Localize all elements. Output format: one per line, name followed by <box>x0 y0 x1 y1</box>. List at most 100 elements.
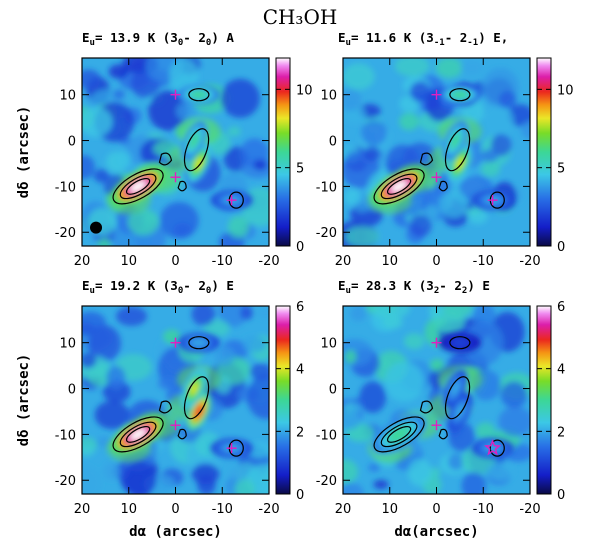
noise-patch <box>88 324 121 362</box>
noise-patch <box>394 58 430 77</box>
noise-patch <box>344 226 380 246</box>
noise-patch <box>473 306 496 328</box>
noise-patch <box>214 346 235 366</box>
noise-patch <box>370 306 411 320</box>
colorbar-tick-label: 5 <box>557 162 565 177</box>
x-tick-label: 20 <box>74 502 91 517</box>
colorbar-tick-label: 6 <box>296 300 304 315</box>
noise-patch <box>438 190 469 218</box>
x-tick-label: 10 <box>381 502 398 517</box>
y-tick-label: 0 <box>68 383 76 398</box>
colorbar-tick-label: 2 <box>557 425 565 440</box>
colorbar <box>275 57 291 247</box>
noise-patch <box>157 376 178 391</box>
noise-patch <box>382 316 403 329</box>
noise-patch <box>463 321 504 366</box>
emission-peak <box>190 382 198 395</box>
map-panel-3 <box>82 306 269 494</box>
noise-patch <box>480 160 501 178</box>
noise-patch <box>203 319 230 338</box>
noise-patch <box>127 208 160 236</box>
noise-patch <box>343 482 364 494</box>
contour-line <box>119 421 157 448</box>
x-tick-label: -10 <box>212 254 233 269</box>
emission-peak <box>190 134 198 147</box>
noise-patch <box>112 89 126 100</box>
position-marker-plus <box>431 337 442 348</box>
x-tick-label: 20 <box>335 502 352 517</box>
contour-line <box>449 336 471 350</box>
noise-patch <box>227 215 250 239</box>
emission-peak <box>451 134 459 147</box>
contour-line <box>386 177 412 195</box>
y-tick-label: 10 <box>59 337 76 352</box>
emission-peak <box>195 157 203 170</box>
noise-patch <box>82 155 95 180</box>
colorbar-tick-label: 5 <box>296 162 304 177</box>
noise-patch <box>344 349 357 364</box>
contour-line <box>125 425 151 443</box>
noise-patch <box>94 400 130 430</box>
noise-layer <box>343 306 530 494</box>
figure-title: CH₃OH <box>263 5 338 29</box>
position-marker-plus <box>487 195 498 206</box>
noise-patch <box>93 169 110 183</box>
x-tick-label: 20 <box>74 254 91 269</box>
emission-peak <box>391 180 408 193</box>
noise-patch <box>435 58 463 79</box>
x-tick-label: -10 <box>473 254 494 269</box>
contour-line <box>438 180 448 192</box>
noise-patch <box>461 472 487 494</box>
position-marker-plus <box>226 195 237 206</box>
noise-patch <box>409 81 431 102</box>
contour-line <box>444 128 471 172</box>
emission-peak <box>456 157 464 170</box>
noise-patch <box>234 479 255 494</box>
contour-line <box>119 173 157 200</box>
contours <box>112 336 244 457</box>
noise-patch <box>227 126 241 137</box>
noise-patch <box>246 374 269 420</box>
panel-title: Eu = 28.3 K (32 - 22 ) E <box>338 278 490 296</box>
contour-line <box>183 376 210 420</box>
contour-line <box>419 400 434 414</box>
x-tick-label: -20 <box>258 254 279 269</box>
x-tick-label: 0 <box>432 502 440 517</box>
position-marker-plus <box>431 89 442 100</box>
colorbar-tick-label: 0 <box>557 240 565 255</box>
colorbar-tick-label: 0 <box>296 488 304 503</box>
noise-patch <box>82 464 102 494</box>
noise-patch <box>148 90 188 131</box>
noise-patch <box>220 78 260 118</box>
contour-line <box>489 439 505 457</box>
noise-patch <box>482 105 514 138</box>
noise-patch <box>364 146 380 161</box>
position-marker-plus <box>431 420 442 431</box>
y-tick-label: -10 <box>316 428 337 443</box>
contour-line <box>158 400 173 414</box>
emission-peak <box>192 91 206 98</box>
beam-size <box>90 221 103 234</box>
position-marker-plus <box>170 337 181 348</box>
noise-patch <box>430 358 444 372</box>
x-tick-label: 10 <box>120 502 137 517</box>
noise-patch <box>159 201 199 239</box>
map-panel-2 <box>343 58 530 246</box>
x-tick-label: 10 <box>120 254 137 269</box>
colorbar-tick-label: 10 <box>296 83 313 98</box>
contour-line <box>177 180 187 192</box>
emission-peak <box>391 428 408 441</box>
position-marker-star <box>484 439 502 456</box>
contour-line <box>380 173 418 200</box>
position-marker-plus <box>431 172 442 183</box>
map-panel-4 <box>343 306 530 494</box>
x-tick-label: 0 <box>171 254 179 269</box>
noise-patch <box>247 441 269 459</box>
noise-patch <box>163 329 181 344</box>
y-tick-label: -20 <box>55 474 76 489</box>
noise-patch <box>82 444 95 457</box>
noise-patch <box>359 381 387 413</box>
contour-line <box>183 128 210 172</box>
colorbar <box>275 305 291 495</box>
noise-patch <box>481 149 499 163</box>
